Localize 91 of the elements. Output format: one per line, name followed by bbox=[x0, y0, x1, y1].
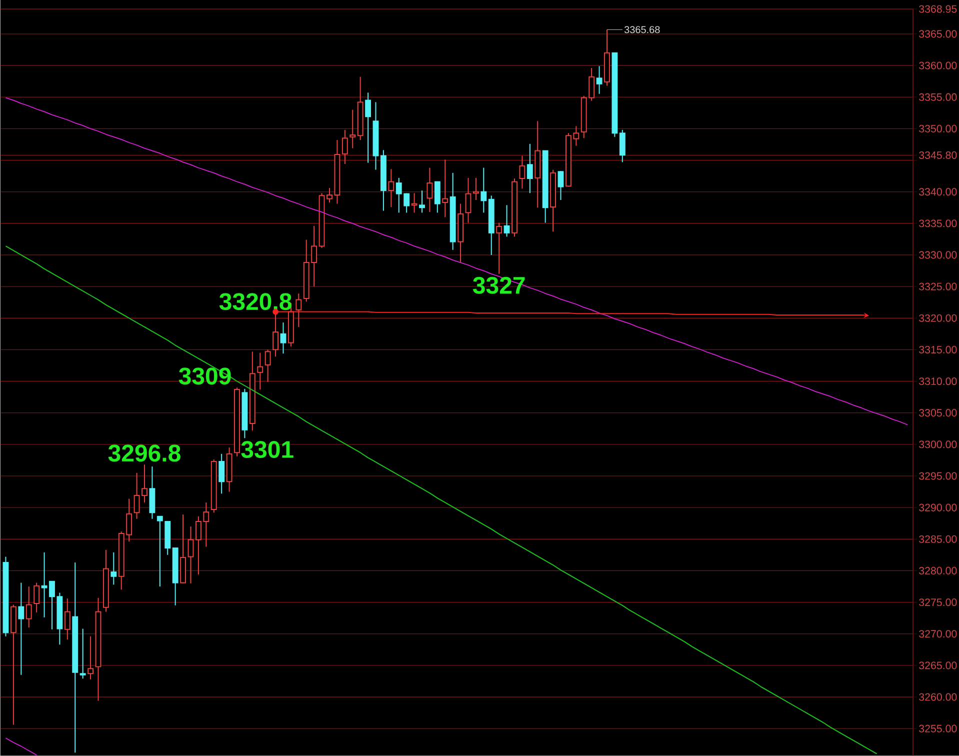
y-tick-label: 3350.00 bbox=[919, 124, 957, 132]
y-tick-label: 3340.00 bbox=[919, 188, 957, 196]
candlestick bbox=[134, 472, 140, 520]
y-tick-label: 3310.00 bbox=[919, 377, 957, 385]
y-tick-label: 3325.00 bbox=[919, 282, 957, 290]
candlestick bbox=[102, 549, 109, 612]
y-tick-label: 3305.00 bbox=[919, 408, 957, 417]
y-tick-label: 3280.00 bbox=[919, 566, 957, 574]
candlestick bbox=[465, 177, 472, 224]
candlestick bbox=[558, 170, 564, 200]
candlestick bbox=[419, 190, 425, 214]
annotation: 3320.8 bbox=[219, 293, 292, 310]
candlestick bbox=[550, 169, 556, 232]
candlestick bbox=[95, 597, 102, 702]
y-tick-label: 3255.00 bbox=[919, 724, 957, 732]
candlestick bbox=[2, 556, 9, 637]
candlestick bbox=[242, 388, 248, 439]
candlestick bbox=[41, 552, 48, 618]
candlestick bbox=[596, 66, 602, 94]
candlestick bbox=[80, 628, 86, 680]
candlestick bbox=[519, 155, 526, 190]
candlestick bbox=[218, 453, 225, 494]
candlestick bbox=[472, 177, 479, 200]
candlestick bbox=[372, 102, 379, 170]
candlestick bbox=[504, 204, 510, 238]
candlestick bbox=[10, 604, 16, 726]
annotation: 3301 bbox=[241, 440, 294, 458]
candlestick bbox=[365, 92, 372, 164]
candlestick bbox=[188, 526, 194, 584]
candlestick bbox=[318, 192, 325, 248]
candlestick bbox=[450, 172, 456, 250]
candlestick bbox=[26, 586, 32, 628]
candlestick bbox=[512, 178, 518, 238]
candlestick bbox=[350, 109, 356, 149]
candlestick bbox=[388, 168, 394, 208]
candlestick bbox=[226, 446, 232, 492]
candlestick bbox=[542, 150, 548, 224]
annotation: 3327 bbox=[472, 276, 525, 294]
y-tick-label: 3290.00 bbox=[919, 504, 957, 512]
y-tick-label: 3270.00 bbox=[919, 630, 957, 638]
y-tick-label: 3315.00 bbox=[919, 346, 957, 354]
candlestick bbox=[249, 351, 256, 431]
candlestick bbox=[342, 129, 348, 164]
candlestick bbox=[619, 129, 626, 163]
y-tick-label: 3260.00 bbox=[919, 693, 957, 701]
y-tick-label: 3295.00 bbox=[919, 472, 957, 480]
y-tick-label: 3285.00 bbox=[919, 535, 957, 543]
y-tick-label: 3320.00 bbox=[919, 314, 957, 322]
candlestick bbox=[264, 349, 271, 382]
candlestick bbox=[234, 387, 240, 457]
candlestick bbox=[526, 143, 533, 194]
candlestick bbox=[257, 352, 264, 390]
candlestick bbox=[280, 322, 286, 354]
candlestick bbox=[110, 552, 117, 586]
annotation: 3296.8 bbox=[108, 444, 180, 462]
candlestick bbox=[458, 203, 464, 263]
candlestick bbox=[357, 76, 364, 140]
candlestick bbox=[64, 598, 70, 640]
candlestick bbox=[180, 514, 186, 584]
candlestick bbox=[411, 192, 418, 214]
y-tick-label: 3365.00 bbox=[919, 30, 957, 38]
candlestick bbox=[142, 464, 148, 503]
candlestick bbox=[72, 562, 78, 754]
y-tick-label: 3330.00 bbox=[919, 251, 957, 259]
candlestick bbox=[480, 167, 487, 214]
annotation: 3309 bbox=[178, 368, 231, 385]
candlestick bbox=[534, 120, 541, 208]
y-tick-label: 3360.00 bbox=[919, 62, 957, 70]
y-tick-label: 3275.00 bbox=[919, 598, 957, 606]
y-tick-label: 3355.00 bbox=[919, 93, 957, 101]
y-tick-label: 3368.95 bbox=[919, 5, 957, 13]
candlestick bbox=[434, 181, 440, 214]
candlestick bbox=[488, 195, 494, 256]
candlestick bbox=[380, 150, 386, 212]
annotation: 3365.68 bbox=[624, 26, 660, 34]
candlestick bbox=[296, 292, 302, 328]
y-tick-label: 3345.80 bbox=[919, 151, 957, 159]
candlestick bbox=[88, 636, 94, 680]
y-tick-label: 3265.00 bbox=[919, 662, 957, 670]
candlestick bbox=[172, 547, 178, 606]
candlestick bbox=[149, 466, 156, 520]
candlestick bbox=[442, 159, 448, 218]
candlestick bbox=[426, 167, 433, 212]
y-tick-label: 3300.00 bbox=[919, 440, 957, 448]
candlestick bbox=[210, 458, 217, 514]
candlestick bbox=[612, 52, 618, 138]
y-tick-label: 3335.00 bbox=[919, 220, 957, 228]
candlestick bbox=[496, 222, 502, 274]
candlestick bbox=[604, 29, 610, 86]
candlestick bbox=[34, 582, 40, 613]
candlestick bbox=[18, 582, 24, 676]
